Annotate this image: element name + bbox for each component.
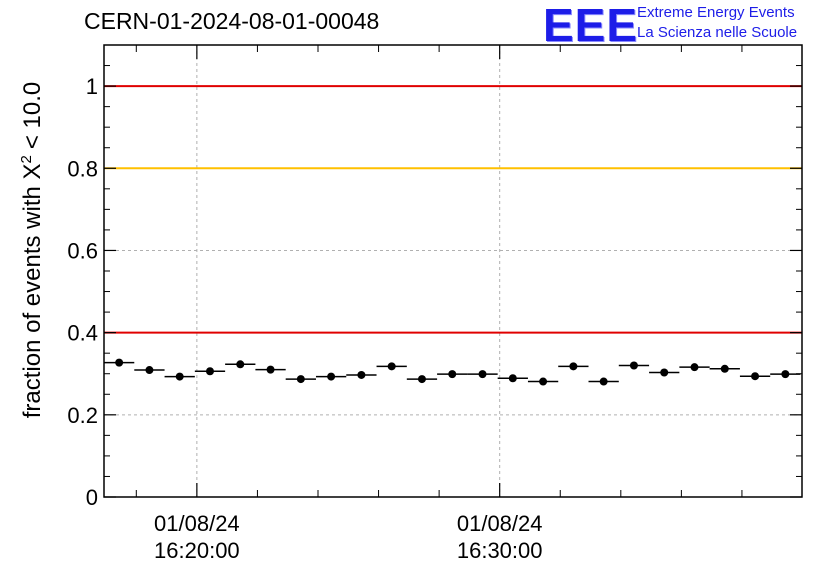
data-point xyxy=(478,370,487,379)
x-tick-time: 16:30:00 xyxy=(457,538,543,563)
data-point xyxy=(296,375,305,384)
org-name-line2: La Scienza nelle Scuole xyxy=(637,24,798,41)
data-point xyxy=(266,365,275,374)
grid-lines xyxy=(104,45,802,497)
data-point xyxy=(599,377,608,386)
x-tick-date: 01/08/24 xyxy=(457,511,543,536)
y-tick-label: 0.2 xyxy=(67,403,98,428)
data-point xyxy=(508,374,517,383)
y-tick-labels: 0 0.2 0.4 0.6 0.8 1 xyxy=(67,74,98,510)
eee-logo: EEE xyxy=(543,0,639,51)
data-point xyxy=(115,358,124,367)
x-tick-date: 01/08/24 xyxy=(154,511,240,536)
y-axis-title: fraction of events with X2< 10.0 xyxy=(18,82,46,419)
y-tick-label: 0.6 xyxy=(67,238,98,263)
x-tick-time: 16:20:00 xyxy=(154,538,240,563)
y-tick-label: 1 xyxy=(86,74,98,99)
data-point xyxy=(660,368,669,377)
data-point xyxy=(751,372,760,381)
data-points xyxy=(104,358,801,386)
data-point xyxy=(387,362,396,371)
org-name-line1: Extreme Energy Events xyxy=(637,4,795,21)
data-point xyxy=(236,360,245,369)
data-point xyxy=(539,377,548,386)
data-point xyxy=(781,370,790,379)
data-point xyxy=(448,370,457,379)
data-point xyxy=(629,361,638,370)
data-point xyxy=(690,363,699,372)
data-point xyxy=(327,372,336,381)
reference-lines xyxy=(104,85,802,334)
data-point xyxy=(205,367,214,376)
data-point xyxy=(357,370,366,379)
data-point xyxy=(569,362,578,371)
y-tick-label: 0.4 xyxy=(67,321,98,346)
y-tick-label: 0 xyxy=(86,485,98,510)
axis-ticks xyxy=(104,44,802,498)
data-point xyxy=(175,372,184,381)
run-title: CERN-01-2024-08-01-00048 xyxy=(84,8,380,34)
plot-frame xyxy=(103,44,803,498)
data-point xyxy=(720,364,729,373)
data-point xyxy=(417,375,426,384)
y-tick-label: 0.8 xyxy=(67,156,98,181)
data-point xyxy=(145,366,154,375)
